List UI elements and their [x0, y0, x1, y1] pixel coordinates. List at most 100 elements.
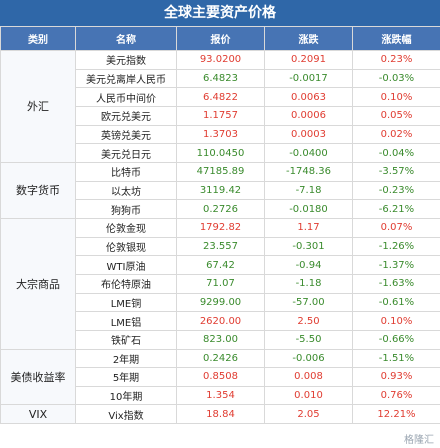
change-cell: -0.006	[264, 348, 353, 369]
pct-cell: -1.26%	[352, 236, 440, 257]
change-cell: 0.0006	[264, 105, 353, 126]
pct-cell: 12.21%	[352, 404, 440, 425]
name-cell: 狗狗币	[75, 199, 177, 219]
change-cell: 0.008	[264, 367, 353, 387]
table-header-row: 类别 名称 报价 涨跌 涨跌幅	[0, 26, 440, 51]
name-cell: WTI原油	[75, 255, 177, 275]
name-cell: 美元指数	[75, 50, 177, 70]
table-row: 布伦特原油 71.07 -1.18 -1.63%	[1, 273, 440, 294]
table-row: 以太坊 3119.42 -7.18 -0.23%	[1, 180, 440, 201]
name-cell: LME铜	[75, 292, 177, 313]
price-cell: 6.4822	[176, 87, 265, 107]
price-cell: 823.00	[176, 329, 265, 350]
table-body: 外汇 美元指数 93.0200 0.2091 0.23% 美元兑离岸人民币 6.4823 -0…	[0, 50, 440, 425]
pct-cell: -3.57%	[352, 161, 440, 182]
table-row: 美元兑日元 110.0450 -0.0400 -0.04%	[1, 143, 440, 163]
pct-cell: -0.23%	[352, 180, 440, 201]
change-cell: 0.2091	[264, 50, 353, 70]
price-cell: 3119.42	[176, 180, 265, 201]
name-cell: 10年期	[75, 385, 177, 406]
name-cell: 铁矿石	[75, 329, 177, 350]
watermark-text: 格隆汇	[402, 431, 436, 446]
table-row: 伦敦银现 23.557 -0.301 -1.26%	[1, 236, 440, 257]
name-cell: LME铝	[75, 311, 177, 331]
table-row: 欧元兑美元 1.1757 0.0006 0.05%	[1, 105, 440, 126]
change-cell: 0.010	[264, 385, 353, 406]
price-cell: 47185.89	[176, 161, 265, 182]
price-cell: 1.3703	[176, 124, 265, 145]
table-row: 大宗商品 伦敦金现 1792.82 1.17 0.07%	[0, 217, 440, 350]
name-cell: 布伦特原油	[75, 273, 177, 294]
pct-cell: 0.07%	[352, 217, 440, 238]
table-row: 美债收益率 2年期 0.2426 -0.006 -1.51%	[0, 348, 440, 406]
change-cell: -1748.36	[264, 161, 353, 182]
category-cell: VIX	[0, 404, 76, 425]
name-cell: 伦敦金现	[75, 217, 177, 238]
price-cell: 0.8508	[176, 367, 265, 387]
pct-cell: 0.23%	[352, 50, 440, 70]
price-cell: 0.2426	[176, 348, 265, 369]
category-cell: 美债收益率	[0, 348, 76, 406]
table-row: LME铝 2620.00 2.50 0.10%	[1, 311, 440, 331]
price-cell: 0.2726	[176, 199, 265, 219]
change-cell: -0.0017	[264, 68, 353, 89]
change-cell: -0.0180	[264, 199, 353, 219]
name-cell: 5年期	[75, 367, 177, 387]
table-row: 美元兑离岸人民币 6.4823 -0.0017 -0.03%	[1, 68, 440, 89]
table-row: 外汇 美元指数 93.0200 0.2091 0.23%	[0, 50, 440, 163]
asset-price-table: 类别 名称 报价 涨跌 涨跌幅 外汇 美元指数 93.0200 0.2091 0.23%…	[0, 26, 440, 425]
change-cell: 0.0063	[264, 87, 353, 107]
name-cell: 伦敦银现	[75, 236, 177, 257]
header-price: 报价	[176, 26, 265, 51]
pct-cell: -0.66%	[352, 329, 440, 350]
price-cell: 1792.82	[176, 217, 265, 238]
pct-cell: 0.02%	[352, 124, 440, 145]
change-cell: -0.0400	[264, 143, 353, 163]
name-cell: 以太坊	[75, 180, 177, 201]
table-row: VIX Vix指数 18.84 2.05 12.21%	[0, 404, 440, 425]
pct-cell: -0.03%	[352, 68, 440, 89]
pct-cell: -1.37%	[352, 255, 440, 275]
pct-cell: -1.63%	[352, 273, 440, 294]
price-cell: 93.0200	[176, 50, 265, 70]
price-cell: 9299.00	[176, 292, 265, 313]
name-cell: 人民币中间价	[75, 87, 177, 107]
price-cell: 1.354	[176, 385, 265, 406]
pct-cell: -6.21%	[352, 199, 440, 219]
category-cell: 数字货币	[0, 161, 76, 219]
table-row: WTI原油 67.42 -0.94 -1.37%	[1, 255, 440, 275]
change-cell: -5.50	[264, 329, 353, 350]
change-cell: -0.301	[264, 236, 353, 257]
name-cell: 欧元兑美元	[75, 105, 177, 126]
price-cell: 6.4823	[176, 68, 265, 89]
change-cell: -7.18	[264, 180, 353, 201]
pct-cell: -1.51%	[352, 348, 440, 369]
change-cell: -1.18	[264, 273, 353, 294]
price-cell: 71.07	[176, 273, 265, 294]
change-cell: -57.00	[264, 292, 353, 313]
table-row: 狗狗币 0.2726 -0.0180 -6.21%	[1, 199, 440, 219]
price-cell: 110.0450	[176, 143, 265, 163]
table-row: 数字货币 比特币 47185.89 -1748.36 -3.57%	[0, 161, 440, 219]
change-cell: 0.0003	[264, 124, 353, 145]
pct-cell: -0.61%	[352, 292, 440, 313]
pct-cell: 0.05%	[352, 105, 440, 126]
header-pct: 涨跌幅	[352, 26, 440, 51]
header-category: 类别	[0, 26, 76, 51]
name-cell: Vix指数	[75, 404, 177, 425]
pct-cell: 0.10%	[352, 311, 440, 331]
name-cell: 比特币	[75, 161, 177, 182]
price-cell: 67.42	[176, 255, 265, 275]
change-cell: 2.50	[264, 311, 353, 331]
change-cell: -0.94	[264, 255, 353, 275]
pct-cell: 0.76%	[352, 385, 440, 406]
name-cell: 英镑兑美元	[75, 124, 177, 145]
table-row: 英镑兑美元 1.3703 0.0003 0.02%	[1, 124, 440, 145]
name-cell: 2年期	[75, 348, 177, 369]
page-title: 全球主要资产价格	[0, 0, 440, 26]
price-cell: 18.84	[176, 404, 265, 425]
change-cell: 1.17	[264, 217, 353, 238]
name-cell: 美元兑日元	[75, 143, 177, 163]
price-cell: 1.1757	[176, 105, 265, 126]
category-cell: 大宗商品	[0, 217, 76, 350]
